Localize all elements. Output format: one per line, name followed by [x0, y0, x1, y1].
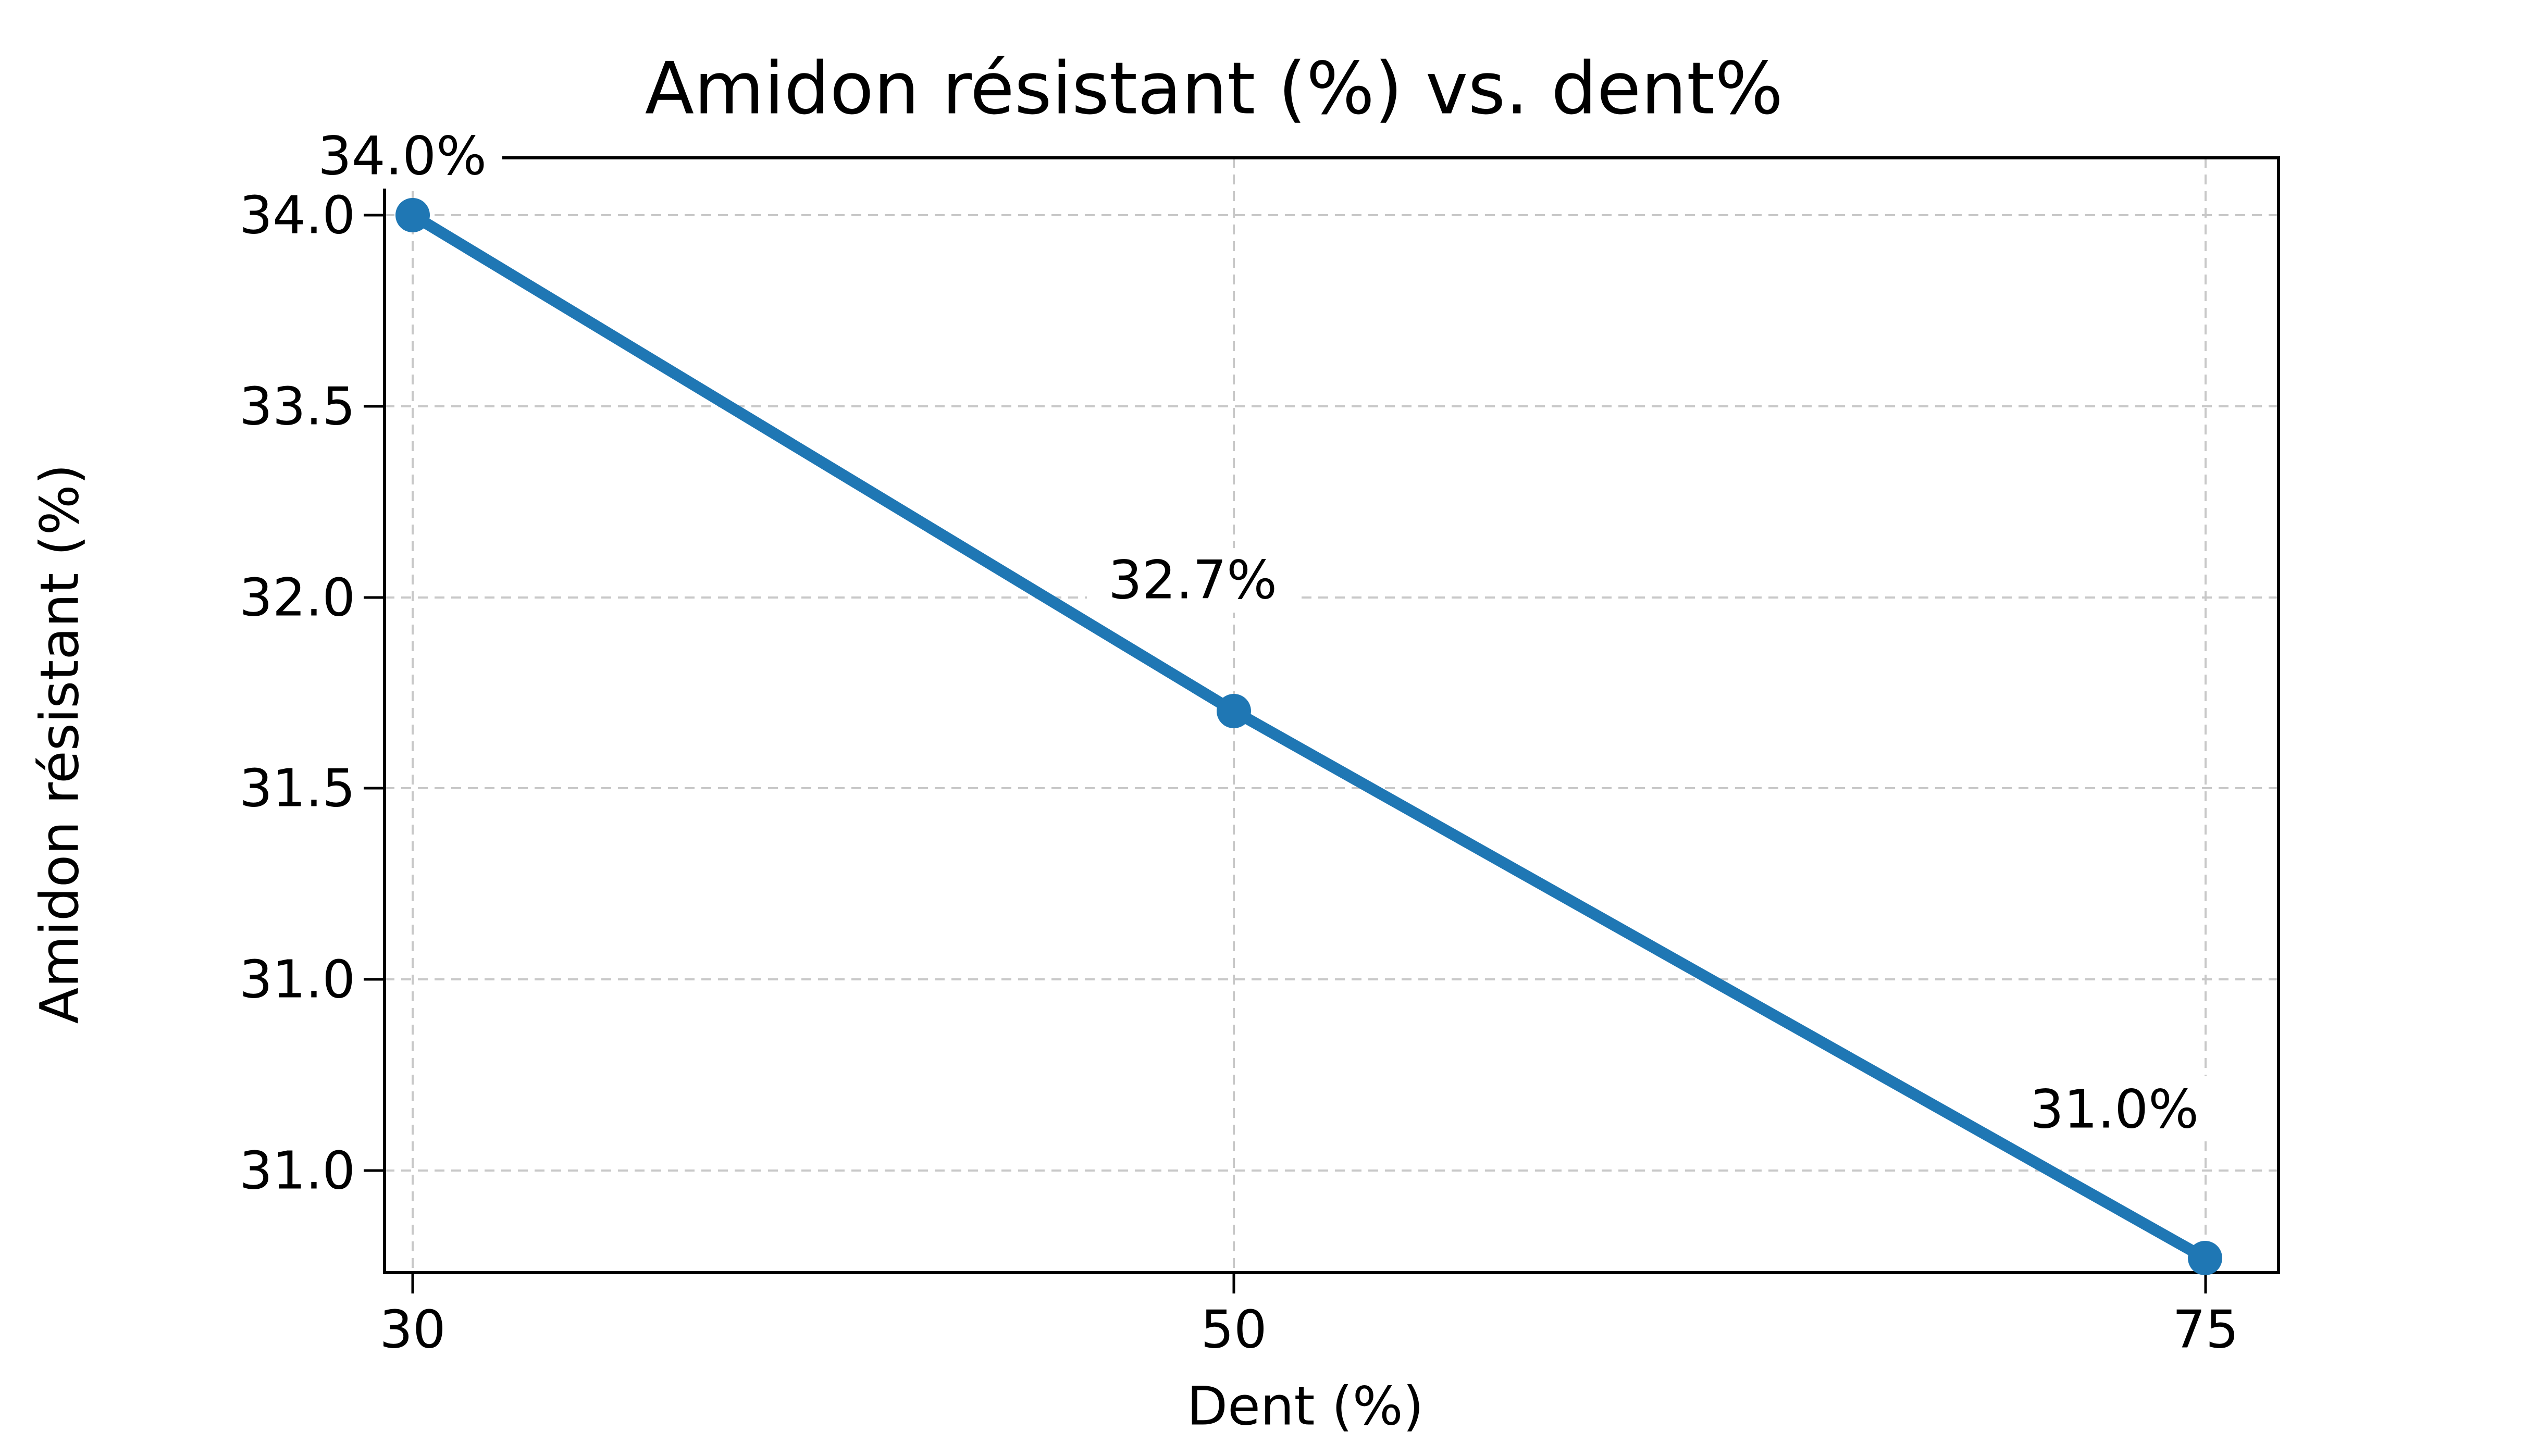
- x-tick-label-0: 30: [379, 1299, 445, 1360]
- y-tick-label-1: 33.5: [239, 376, 355, 437]
- point-label-0: 34.0%: [318, 126, 487, 188]
- data-point-labels: 34.0% 32.7% 31.0%: [298, 126, 2219, 1141]
- x-tick-label-2: 75: [2172, 1299, 2238, 1360]
- y-axis-label: Amidon résistant (%): [29, 464, 91, 1024]
- point-label-bg-0: [298, 126, 502, 189]
- gridlines: [385, 158, 2279, 1273]
- tick-labels: 34.0 33.5 32.0 31.5 31.0 31.0 30 50 75: [239, 185, 2238, 1360]
- data-point-1: [1217, 694, 1251, 728]
- y-tick-label-0: 34.0: [239, 185, 355, 246]
- point-label-bg-2: [2010, 1076, 2219, 1140]
- point-label-1: 32.7%: [1108, 550, 1277, 612]
- y-tick-label-5: 31.0: [239, 1140, 355, 1201]
- axis-ticks: [364, 214, 2207, 1293]
- data-point-markers: [395, 198, 2222, 1275]
- plot-frame: [383, 156, 2280, 1274]
- data-point-0: [395, 198, 430, 232]
- data-line: [407, 209, 2211, 1264]
- point-label-bg-1: [1087, 548, 1299, 613]
- data-point-2: [2188, 1241, 2222, 1275]
- point-label-2: 31.0%: [2030, 1079, 2199, 1141]
- y-tick-label-4: 31.0: [239, 949, 355, 1010]
- x-tick-label-1: 50: [1200, 1299, 1267, 1360]
- chart-title: Amidon résistant (%) vs. dent%: [645, 47, 1784, 131]
- x-axis-label: Dent (%): [1187, 1376, 1424, 1438]
- y-tick-label-3: 31.5: [239, 758, 355, 819]
- y-tick-label-2: 32.0: [239, 567, 355, 628]
